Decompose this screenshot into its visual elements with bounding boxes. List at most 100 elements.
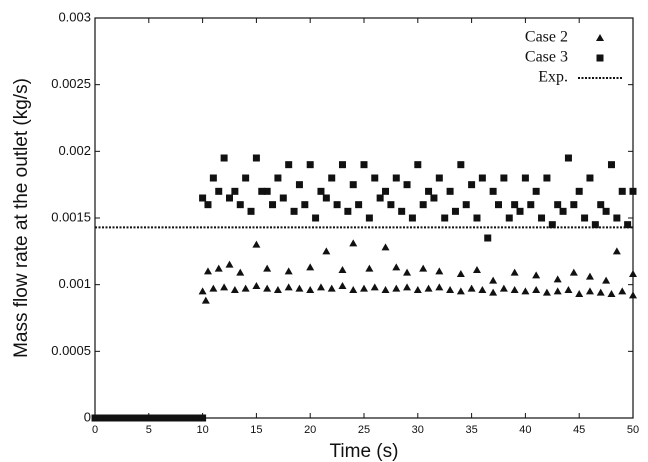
data-point (312, 214, 320, 222)
data-point (263, 264, 272, 272)
data-point (306, 286, 315, 293)
data-point (279, 194, 287, 202)
data-point (467, 284, 476, 292)
data-point (263, 284, 272, 292)
data-point (473, 214, 481, 222)
data-point (435, 267, 444, 275)
data-point (484, 234, 492, 242)
data-point (242, 174, 250, 182)
data-point (322, 194, 330, 202)
data-point (290, 207, 298, 215)
y-tick-label: 0.003 (58, 9, 91, 24)
data-point (198, 287, 207, 295)
data-point (230, 286, 239, 293)
data-point (306, 263, 315, 271)
data-point (597, 201, 605, 209)
data-point (349, 239, 358, 247)
data-point (365, 214, 373, 222)
data-point (295, 181, 303, 189)
data-point (424, 284, 433, 292)
data-point (91, 414, 99, 422)
data-point (295, 284, 304, 292)
data-point (252, 282, 261, 289)
data-point (381, 243, 390, 251)
data-point (564, 154, 572, 162)
data-point (602, 276, 611, 284)
legend-label: Case 2 (525, 29, 568, 46)
data-point (607, 161, 615, 169)
data-point (575, 187, 583, 195)
data-point (478, 174, 486, 182)
data-point (392, 284, 401, 292)
data-point (629, 187, 637, 195)
data-point (188, 414, 196, 422)
data-point (269, 201, 277, 209)
data-point (107, 414, 115, 422)
data-point (301, 201, 309, 209)
data-point (521, 174, 529, 182)
data-point (516, 207, 524, 215)
data-point (456, 270, 465, 277)
data-point (209, 174, 217, 182)
data-point (285, 161, 293, 169)
data-point (581, 214, 589, 222)
data-point (451, 207, 459, 215)
data-point (413, 286, 422, 293)
data-point (456, 287, 465, 295)
data-point (430, 194, 438, 202)
x-tick-label: 0 (92, 424, 98, 436)
data-point (252, 154, 260, 162)
data-point (381, 286, 390, 293)
data-point (403, 181, 411, 189)
data-point (145, 414, 153, 422)
data-point (226, 194, 233, 202)
legend-swatch (596, 54, 604, 62)
x-axis-label: Time (s) (330, 441, 399, 462)
legend-label: Exp. (538, 69, 568, 86)
data-point (139, 414, 147, 422)
data-point (435, 174, 443, 182)
x-tick-label: 20 (304, 424, 316, 436)
data-point (511, 201, 519, 209)
x-tick-label: 45 (573, 424, 585, 436)
data-point (284, 267, 293, 275)
data-point (510, 286, 519, 293)
data-point (585, 287, 594, 295)
data-point (489, 187, 497, 195)
data-point (419, 201, 427, 209)
data-point (263, 187, 271, 195)
data-point (316, 283, 325, 291)
data-point (258, 187, 266, 195)
data-point (199, 194, 207, 202)
data-point (344, 207, 352, 215)
data-point (554, 201, 562, 209)
data-point (317, 187, 325, 195)
data-point (376, 194, 384, 202)
data-point (392, 174, 400, 182)
data-point (446, 286, 455, 293)
data-point (150, 414, 158, 422)
data-point (370, 283, 379, 291)
data-point (360, 161, 368, 169)
data-point (166, 414, 174, 422)
data-point (468, 181, 476, 189)
x-tick-label: 5 (146, 424, 152, 436)
data-point (327, 284, 336, 292)
y-axis-label: Mass flow rate at the outlet (kg/s) (11, 78, 32, 358)
data-point (521, 287, 530, 295)
data-point (618, 287, 627, 295)
data-point (472, 266, 481, 273)
data-point (586, 174, 594, 182)
data-point (360, 284, 368, 292)
data-point (629, 291, 637, 299)
data-point (435, 283, 444, 291)
data-point (123, 414, 131, 422)
y-tick-label: 0.0005 (51, 343, 91, 358)
data-point (419, 264, 428, 272)
data-point (559, 207, 567, 215)
data-point (510, 268, 519, 276)
data-point (193, 414, 201, 422)
legend-swatch (596, 34, 604, 41)
x-tick-label: 25 (358, 424, 370, 436)
data-point (553, 287, 562, 295)
